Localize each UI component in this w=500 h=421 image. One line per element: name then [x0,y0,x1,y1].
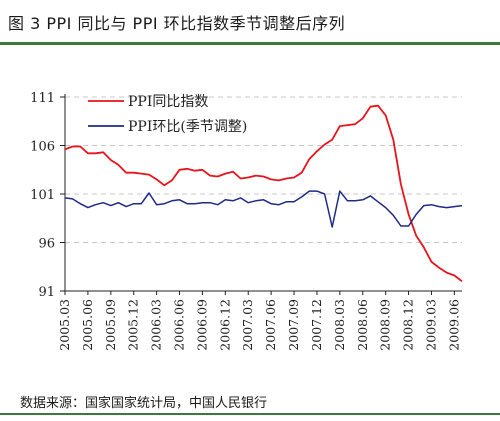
x-tick-label-2006.06: 2006.06 [172,299,187,351]
x-tick-label-2008.06: 2008.06 [355,299,370,351]
y-tick-label-106: 106 [30,140,55,155]
series-lines [64,104,463,283]
legend: PPI同比指数 PPI环比(季节调整) [88,94,247,135]
figure-title: 图 3 PPI 同比与 PPI 环比指数季节调整后序列 [8,14,346,33]
tick-labels: 91 96 101 106 111 2005.03 2005.06 2005.09 2005.1… [30,91,461,351]
grid-lines [65,96,462,243]
x-tick-label-2007.12: 2007.12 [309,299,324,351]
x-tick-label-2006.12: 2006.12 [217,299,232,351]
x-tick-label-2005.09: 2005.09 [103,299,118,351]
x-tick-label-2008.03: 2008.03 [332,299,347,351]
x-tick-label-2006.03: 2006.03 [149,299,164,351]
series-line-ppi-mom-sa [64,190,463,228]
x-tick-label-2009.06: 2009.06 [446,299,461,351]
y-tick-label-101: 101 [30,188,55,203]
x-tick-label-2007.09: 2007.09 [286,299,301,351]
x-tick-label-2005.06: 2005.06 [80,299,95,351]
x-tick-label-2008.12: 2008.12 [401,299,416,351]
series-line-ppi-yoy [64,104,463,283]
x-tick-label-2005.03: 2005.03 [57,299,72,351]
x-tick-label-2007.06: 2007.06 [263,299,278,351]
x-tick-label-2008.09: 2008.09 [378,299,393,351]
y-tick-label-96: 96 [38,237,55,252]
data-source-note: 数据来源：国家国家统计局，中国人民银行 [20,396,268,411]
x-tick-label-2009.03: 2009.03 [423,299,438,351]
legend-label-ppi-yoy: PPI同比指数 [128,94,208,110]
y-tick-label-91: 91 [38,285,55,300]
y-tick-label-111: 111 [30,91,55,106]
bottom-divider [0,413,500,415]
x-tick-label-2005.12: 2005.12 [126,299,141,351]
axes [60,94,462,295]
title-divider [0,42,500,45]
x-tick-label-2007.03: 2007.03 [240,299,255,351]
x-tick-label-2006.09: 2006.09 [194,299,209,351]
legend-label-ppi-mom-sa: PPI环比(季节调整) [128,119,247,135]
